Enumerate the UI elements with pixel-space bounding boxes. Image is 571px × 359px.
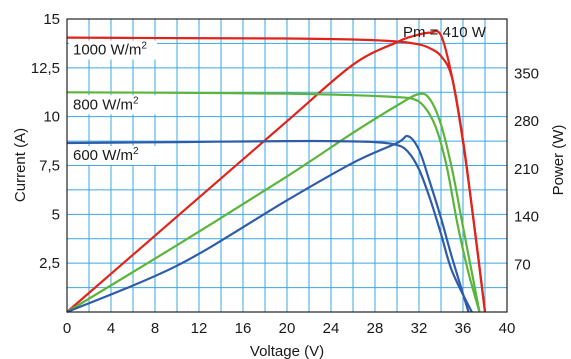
y-axis-title: Current (A) xyxy=(12,128,29,202)
x-tick-label: 12 xyxy=(191,320,208,337)
series-labels: 1000 W/m2 800 W/m2 600 W/m2 xyxy=(69,40,157,166)
series-label-background xyxy=(69,40,157,60)
x-axis-title: Voltage (V) xyxy=(250,343,324,359)
series-current-curve xyxy=(66,91,481,313)
y2-tick-label: 280 xyxy=(514,113,539,130)
x-tick-label: 36 xyxy=(455,320,472,337)
x-tick-label: 40 xyxy=(499,320,516,337)
grid xyxy=(67,19,507,312)
series-power-curve xyxy=(66,92,481,313)
series-current-curve xyxy=(66,139,473,313)
series-label-background xyxy=(69,95,157,115)
x-tick-label: 28 xyxy=(367,320,384,337)
y-tick-label: 7,5 xyxy=(39,158,60,175)
series-current-curve xyxy=(66,36,487,313)
x-tick-label: 4 xyxy=(107,320,115,337)
series-label: 1000 W/m2 xyxy=(73,41,147,59)
series-label-background xyxy=(69,146,157,166)
x-tick-label: 20 xyxy=(279,320,296,337)
series-label: 600 W/m2 xyxy=(73,146,139,164)
y-tick-label: 10 xyxy=(43,109,60,126)
y2-axis-title: Power (W) xyxy=(550,125,567,196)
series-power-curve xyxy=(66,30,487,313)
y-tick-label: 15 xyxy=(43,11,60,28)
x-tick-label: 0 xyxy=(63,320,71,337)
x-tick-label: 24 xyxy=(323,320,340,337)
ticks: 0 4 8 12 16 20 24 28 32 36 40 2,5 5 7,5 10 12,5 15 70 140 2… xyxy=(31,11,539,337)
y2-tick-label: 70 xyxy=(514,256,531,273)
y2-tick-label: 210 xyxy=(514,161,539,178)
pm-annotation: Pm = 410 W xyxy=(403,24,487,41)
y-tick-label: 5 xyxy=(52,206,60,223)
series-label: 800 W/m2 xyxy=(73,95,139,113)
series-layer xyxy=(66,30,487,314)
y2-tick-label: 350 xyxy=(514,66,539,83)
series-power-curve xyxy=(66,134,470,314)
x-tick-label: 16 xyxy=(235,320,252,337)
y2-tick-label: 140 xyxy=(514,209,539,226)
x-tick-label: 8 xyxy=(151,320,159,337)
x-tick-label: 32 xyxy=(411,320,428,337)
plot-frame xyxy=(66,18,508,313)
y-tick-label: 12,5 xyxy=(31,60,60,77)
y-tick-label: 2,5 xyxy=(39,255,60,272)
